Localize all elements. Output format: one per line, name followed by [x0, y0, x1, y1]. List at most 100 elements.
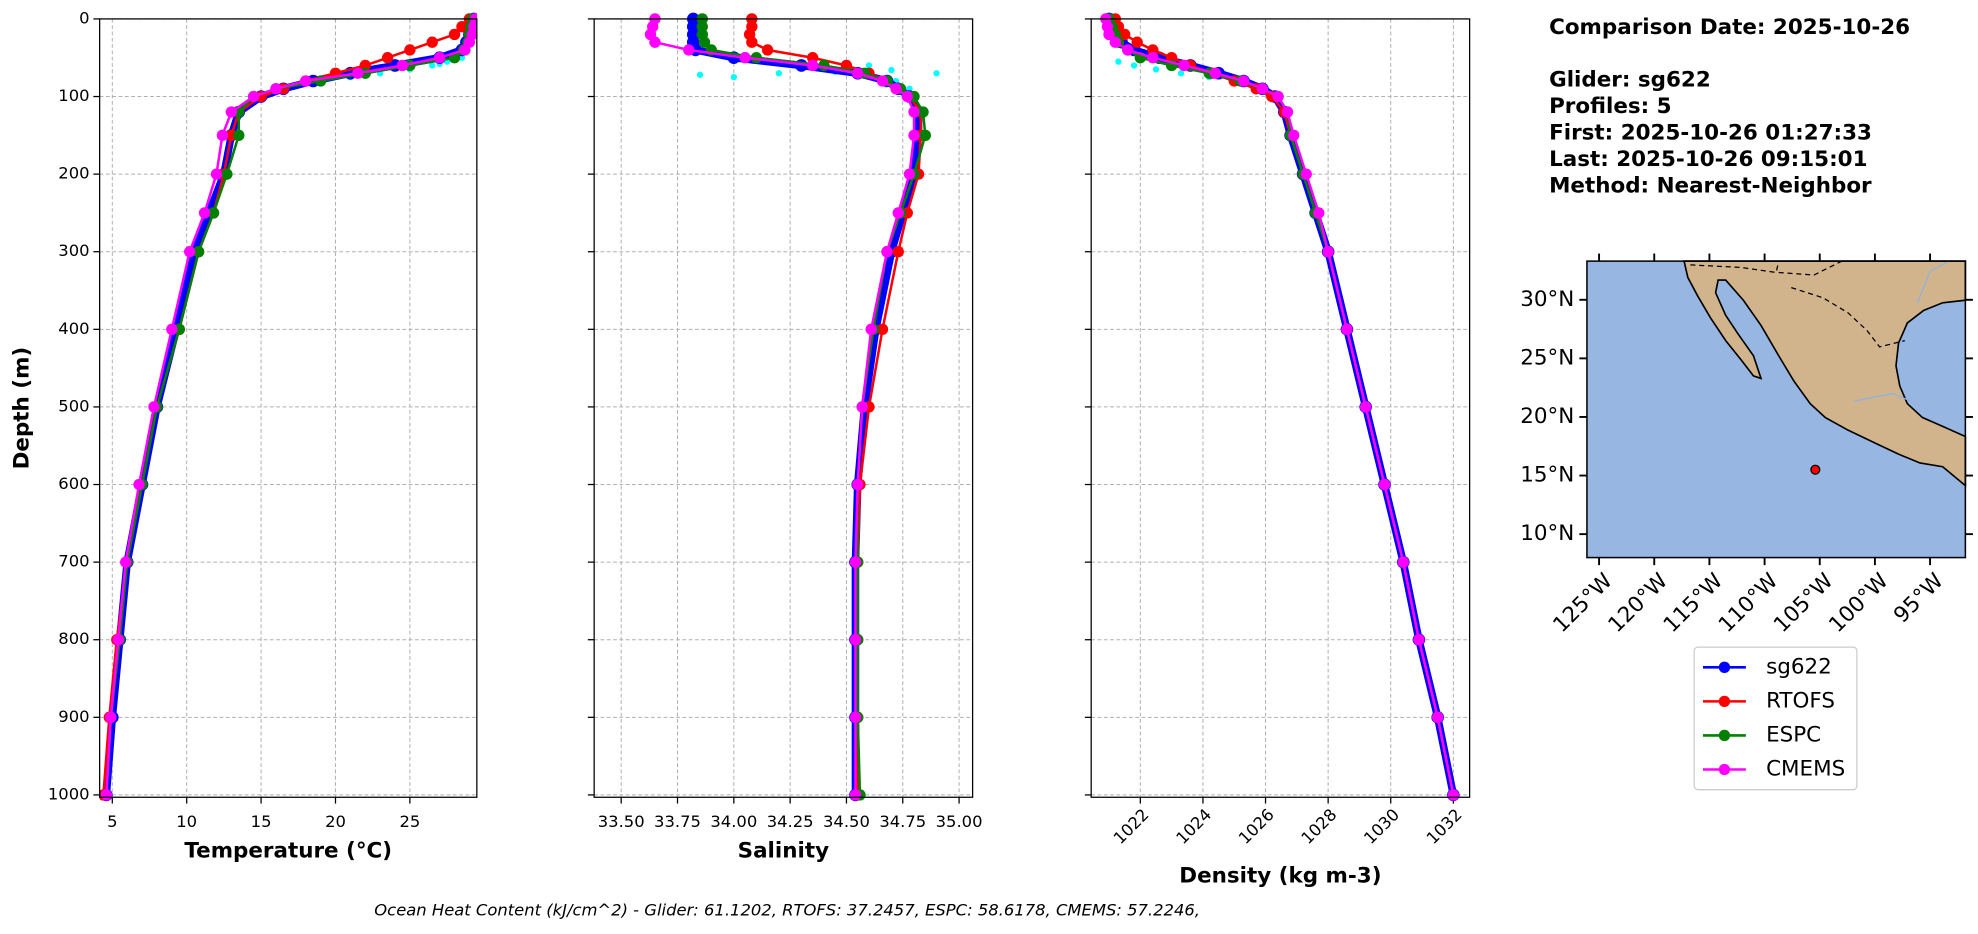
profile-marker — [1147, 44, 1159, 56]
x-tick-label: 34.25 — [767, 812, 814, 831]
raw-point — [1115, 58, 1122, 65]
profile-marker — [1131, 36, 1143, 48]
river — [1854, 260, 1950, 402]
x-tick-label: 25 — [399, 812, 420, 831]
profile-marker — [1447, 789, 1460, 801]
raw-point — [1177, 70, 1185, 77]
x-tick-label: 10 — [176, 812, 197, 831]
plot-area — [99, 12, 477, 802]
profile-marker — [1272, 90, 1284, 103]
y-tick-label: 800 — [58, 629, 89, 648]
profile-marker — [806, 52, 819, 64]
profile-marker — [148, 401, 160, 413]
profile-marker — [849, 634, 862, 646]
profile-marker — [300, 75, 312, 87]
profile-marker — [1413, 634, 1425, 646]
raw-point — [865, 62, 873, 69]
y-tick-label: 300 — [58, 241, 89, 260]
y-tick-label: 700 — [58, 552, 89, 571]
raw-point — [906, 85, 913, 92]
x-tick-label: 34.00 — [710, 812, 757, 831]
legend-marker — [1718, 695, 1731, 708]
profile-marker — [1322, 246, 1334, 258]
profile-marker — [892, 207, 904, 219]
profile-marker — [221, 168, 233, 180]
profile-marker — [746, 36, 758, 48]
profile-marker — [1378, 478, 1391, 491]
lat-tick-label: 30°N — [1520, 287, 1574, 312]
y-tick-label: 400 — [58, 319, 89, 338]
profile-marker — [852, 478, 864, 491]
legend-label: RTOFS — [1766, 688, 1835, 713]
profile-marker — [849, 789, 862, 801]
raw-point — [933, 70, 940, 77]
profile-marker — [183, 246, 196, 258]
profile-marker — [683, 44, 695, 56]
profile-marker — [1178, 59, 1190, 72]
profile-marker — [1397, 556, 1409, 568]
profile-marker — [1281, 106, 1294, 118]
raw-point — [458, 54, 466, 61]
profile-marker — [892, 246, 904, 258]
profile-marker — [192, 246, 205, 258]
axes-frame — [593, 18, 974, 798]
profile-marker — [1300, 168, 1312, 180]
raw-point — [429, 62, 436, 69]
profile-marker — [1103, 28, 1115, 41]
info-line: Method: Nearest-Neighbor — [1549, 174, 1872, 199]
legend-box — [1693, 646, 1858, 791]
legend-marker — [1718, 661, 1731, 673]
profile-marker — [698, 36, 711, 48]
profile-marker — [448, 28, 461, 41]
profile-marker — [908, 106, 920, 118]
raw-point — [775, 70, 783, 77]
x-tick-label: 20 — [325, 812, 346, 831]
y-tick-label: 900 — [58, 707, 89, 726]
profile-marker — [1109, 36, 1121, 48]
profile-marker — [849, 711, 862, 724]
y-axis-label: Depth (m) — [10, 347, 35, 470]
profile-marker — [100, 789, 113, 801]
x-tick-label: 33.50 — [598, 812, 645, 831]
profile-marker — [233, 129, 245, 141]
profile-marker — [381, 52, 394, 64]
profile-marker — [225, 106, 238, 118]
profile-marker — [270, 83, 282, 95]
profile-marker — [917, 106, 929, 118]
info-line: Comparison Date: 2025-10-26 — [1549, 15, 1910, 40]
y-tick-label: 200 — [58, 164, 89, 183]
profile-marker — [426, 36, 438, 48]
profile-marker — [876, 323, 889, 336]
profile-marker — [739, 52, 751, 64]
legend-label: ESPC — [1766, 722, 1821, 747]
info-line: Last: 2025-10-26 09:15:01 — [1549, 147, 1867, 172]
profile-marker — [908, 129, 920, 141]
profile-marker — [919, 129, 931, 141]
profile-marker — [1237, 75, 1250, 87]
y-tick-label: 0 — [79, 8, 89, 27]
profile-marker — [903, 168, 916, 180]
profile-marker — [459, 44, 471, 56]
profile-marker — [881, 246, 893, 258]
legend-marker — [1718, 763, 1731, 776]
profile-marker — [856, 401, 868, 413]
profile-marker — [1432, 711, 1444, 724]
x-axis-label: Temperature (°C) — [184, 838, 392, 863]
profile-marker — [216, 129, 229, 141]
raw-point — [696, 71, 704, 78]
profile-marker — [404, 44, 416, 56]
border — [1690, 260, 1905, 348]
map-frame — [1586, 260, 1967, 559]
profile-marker — [198, 207, 211, 219]
profile-marker — [207, 207, 220, 219]
profile-marker — [1209, 67, 1222, 79]
profile-marker — [1118, 28, 1131, 41]
profile-marker — [649, 36, 661, 48]
y-tick-label: 500 — [58, 396, 89, 415]
lat-tick-label: 15°N — [1520, 463, 1574, 488]
profile-marker — [852, 67, 864, 79]
profile-marker — [806, 59, 819, 72]
glider-position — [1810, 464, 1821, 475]
profile-marker — [865, 323, 877, 336]
footnote: Ocean Heat Content (kJ/cm^2) - Glider: 6… — [374, 900, 1200, 919]
